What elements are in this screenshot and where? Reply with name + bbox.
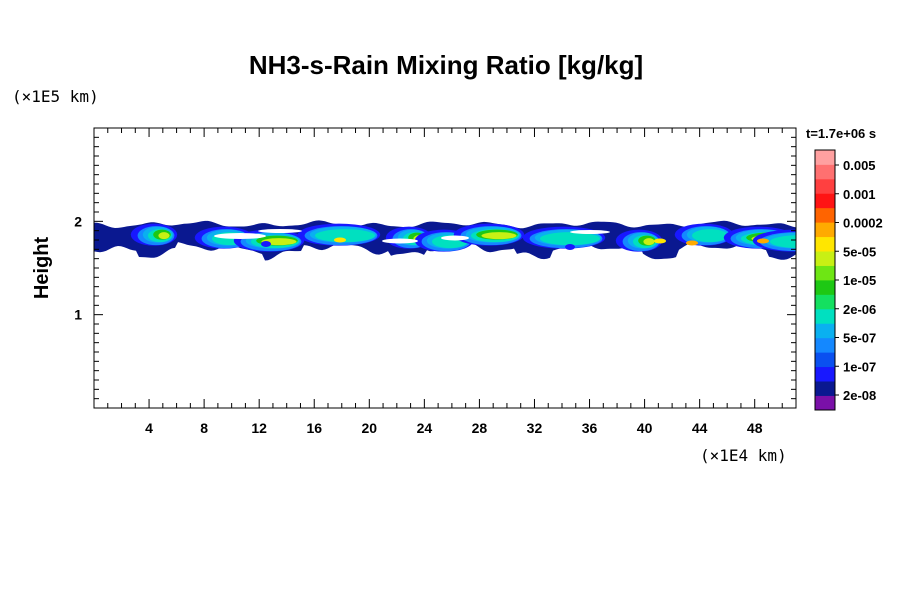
x-tick-label: 40 [637,420,653,436]
cloud-cell [838,230,856,240]
x-tick-label: 28 [472,420,488,436]
cloud-cell [481,232,517,240]
x-tick-label: 8 [200,420,208,436]
colorbar-swatch [815,337,835,353]
x-tick-label: 24 [417,420,433,436]
y-tick-label: 2 [74,213,82,229]
detached-cell [565,244,575,250]
cloud-core [757,238,769,244]
y-unit-label: (×1E5 km) [12,87,99,106]
cloud-cell [833,229,857,242]
time-label: t=1.7e+06 s [806,126,876,141]
chart-title: NH3-s-Rain Mixing Ratio [kg/kg] [249,50,643,80]
x-tick-label: 16 [306,420,322,436]
plot-frame [93,127,797,409]
colorbar-swatch [815,395,835,411]
colorbar-swatch [815,236,835,252]
colorbar-swatch [815,366,835,382]
colorbar-swatch [815,164,835,180]
cloud-cell [770,235,796,249]
x-tick-label: 20 [362,420,378,436]
colorbar-swatch [815,381,835,396]
colorbar-swatch [815,251,835,266]
colorbar-label: 0.0002 [843,216,883,231]
cloud-cell [843,232,854,239]
y-axis: 12 [74,136,796,400]
x-axis: 4 8 12 16 20 24 28 32 36 40 44 48 [107,128,783,436]
colorbar-label: 2e-06 [843,302,876,317]
colorbar-swatch [815,207,835,223]
colorbar-label: 1e-05 [843,273,876,288]
colorbar-swatch [815,222,835,238]
colorbar-swatch [815,280,835,295]
x-tick-label: 44 [692,420,708,436]
colorbar: 0.005 0.001 0.0002 5e-05 1e-05 2e-06 5e-07 1e-0… [814,149,883,411]
cloud-gap [258,229,302,233]
y-tick-label: 1 [74,307,82,323]
colorbar-swatch [815,150,835,165]
x-unit-label: (×1E4 km) [700,446,787,465]
y-axis-label: Height [31,237,53,300]
colorbar-swatch [815,294,835,310]
x-tick-label: 12 [251,420,267,436]
x-tick-label: 36 [582,420,598,436]
cloud-core [654,238,666,244]
cloud-gap [570,230,610,234]
colorbar-swatch [815,323,835,339]
colorbar-swatch [815,265,835,281]
x-tick-label: 32 [527,420,543,436]
colorbar-label: 1e-07 [843,359,876,374]
cloud-gap [441,235,469,241]
cloud-cell [540,232,600,246]
colorbar-label: 2e-08 [843,388,876,403]
colorbar-swatch [815,352,835,368]
cloud-gap [214,233,266,239]
cloud-cell [852,232,888,245]
cloud-cell [643,238,655,246]
cloud-cell [692,229,728,243]
colorbar-label: 5e-05 [843,244,876,259]
cloud-core [334,237,346,243]
cloud-core [686,240,698,246]
colorbar-swatch [815,178,835,194]
detached-cell [261,241,271,247]
colorbar-label: 0.005 [843,158,876,173]
cloud-cell [158,232,170,240]
colorbar-label: 5e-07 [843,331,876,346]
cloud-gap [382,238,418,244]
x-tick-label: 48 [747,420,763,436]
colorbar-swatch [815,193,835,209]
colorbar-label: 0.001 [843,187,876,202]
cloud-cell [315,229,375,243]
x-tick-label: 4 [145,420,153,436]
mixing-ratio-field [94,220,888,261]
colorbar-swatch [815,308,835,324]
